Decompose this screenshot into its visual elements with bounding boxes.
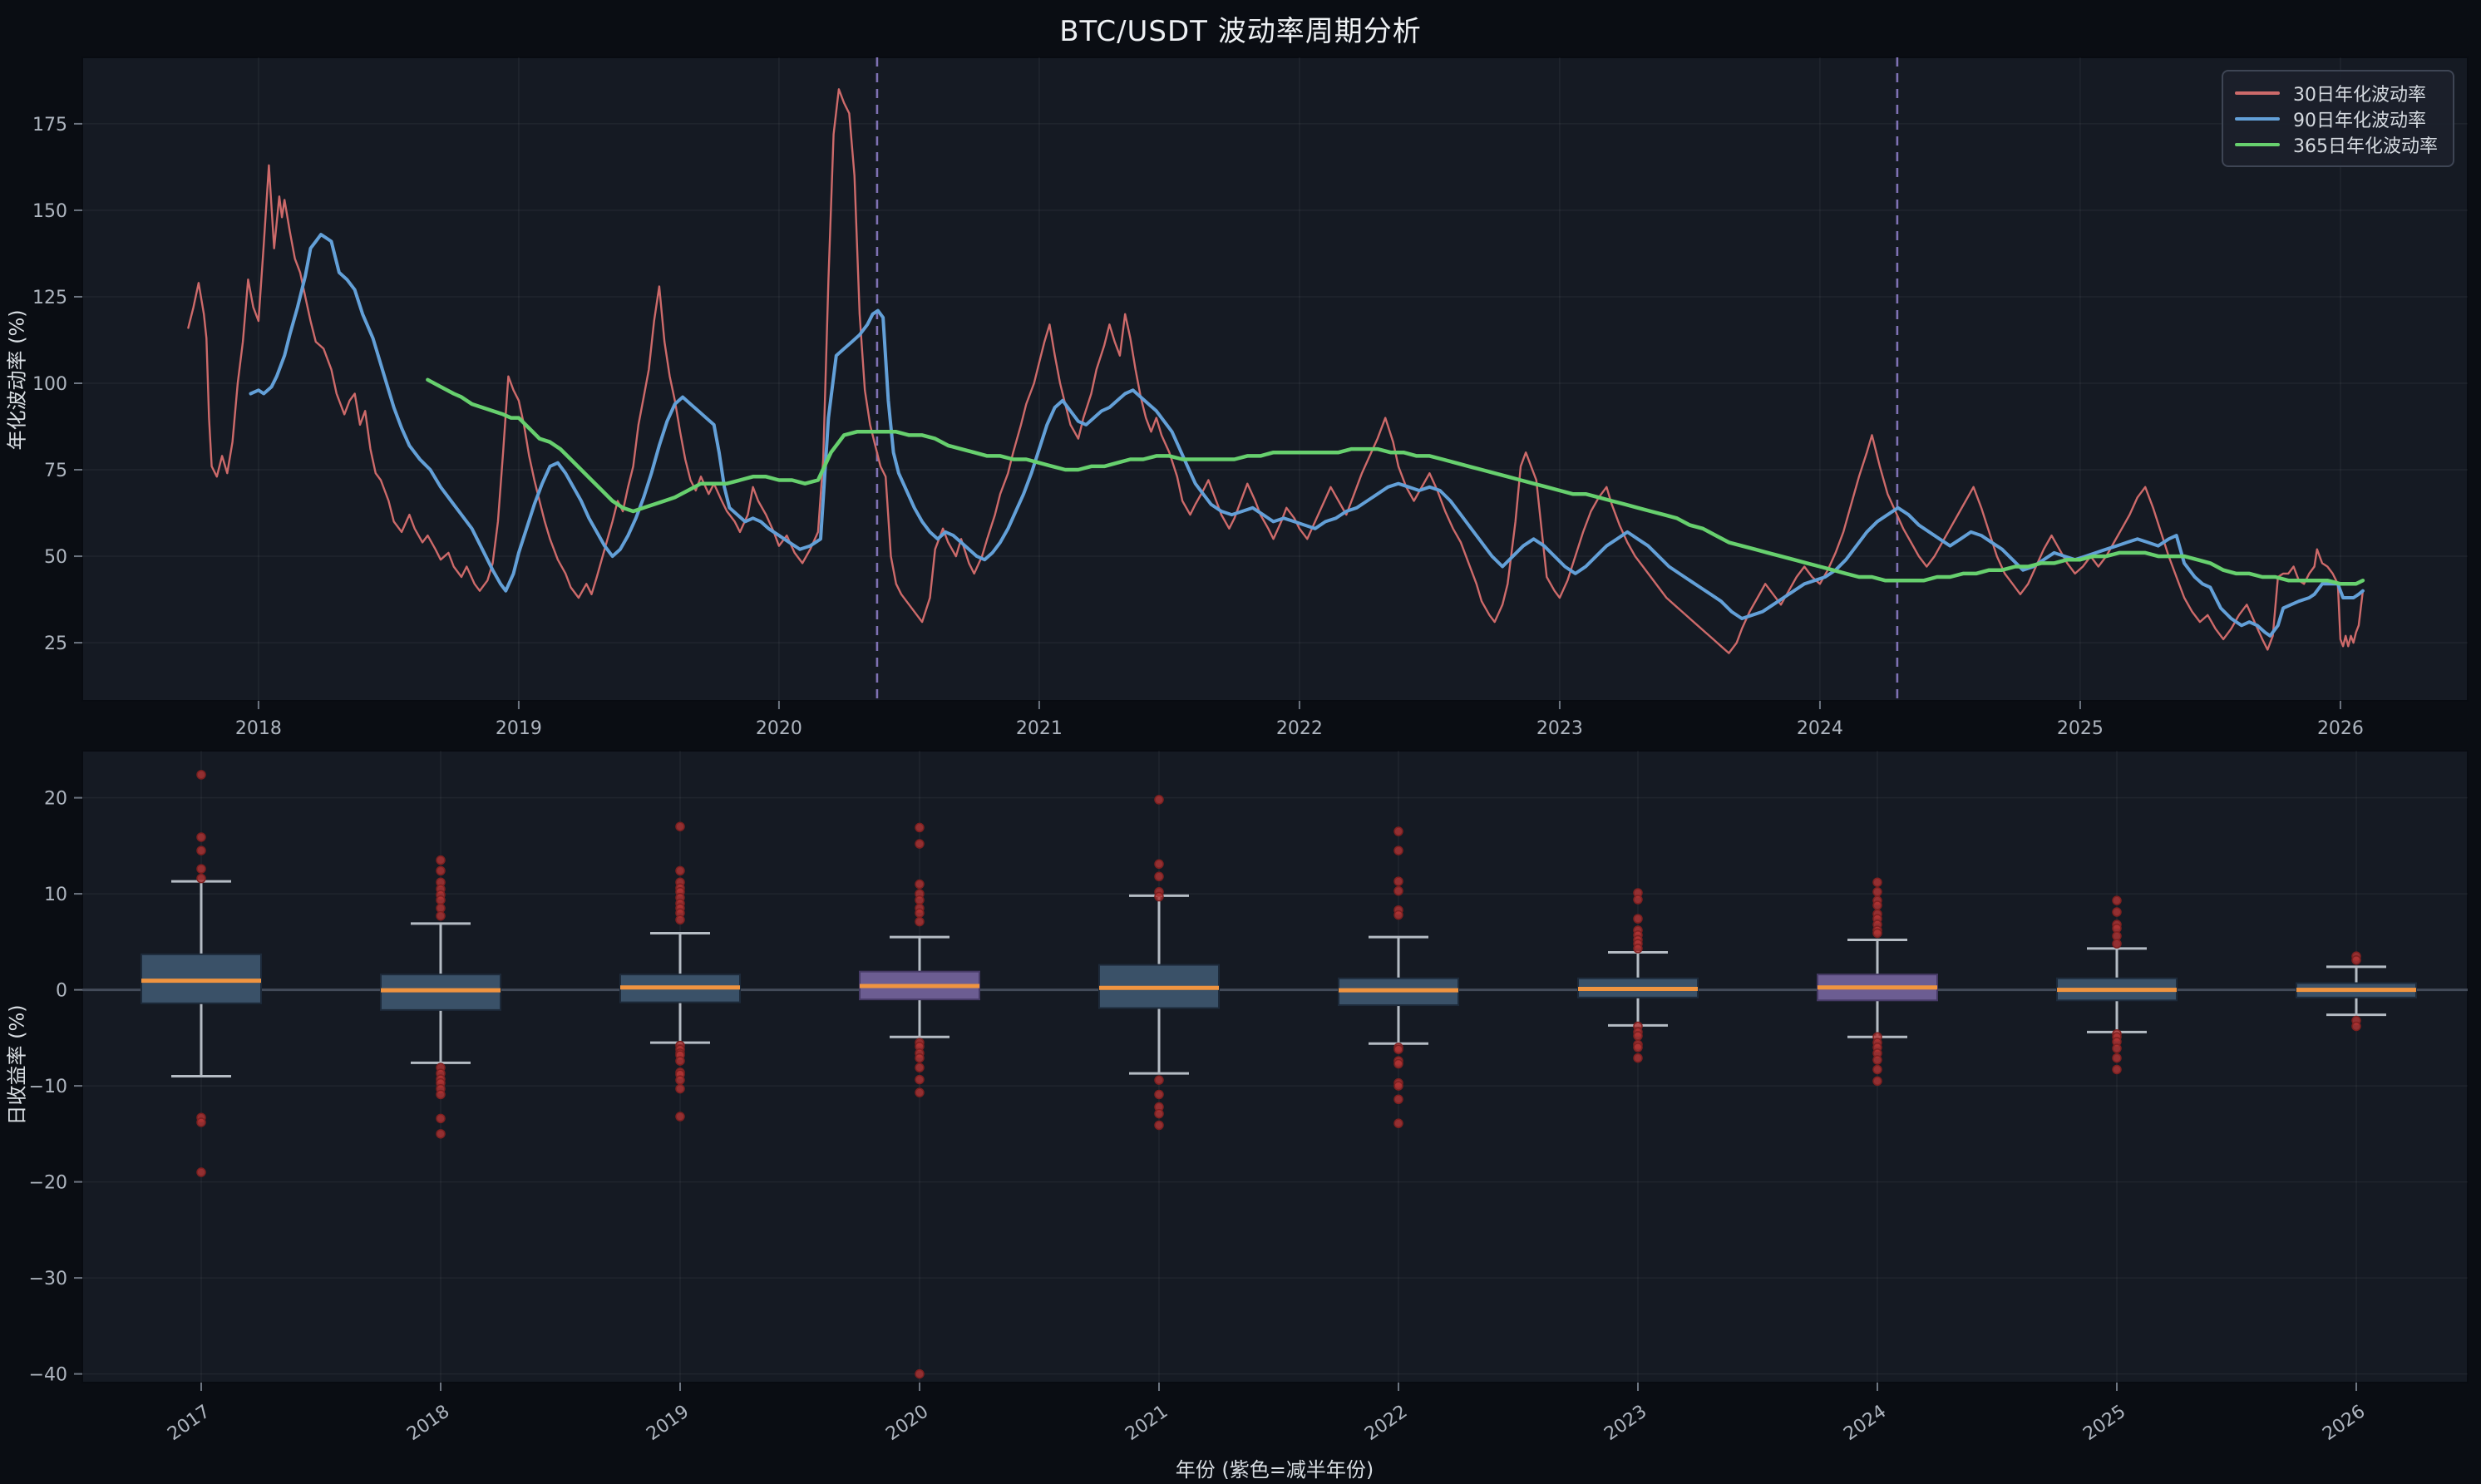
svg-text:175: 175 (32, 115, 67, 136)
series-line-0 (187, 88, 2365, 654)
svg-text:25: 25 (44, 634, 67, 654)
boxplot-2019 (619, 821, 741, 1122)
legend-label-1: 90日年化波动率 (2293, 110, 2426, 131)
svg-text:2024: 2024 (1840, 1401, 1890, 1445)
svg-text:10: 10 (44, 885, 67, 905)
boxplot-2021 (1098, 795, 1220, 1131)
svg-text:2021: 2021 (1016, 718, 1063, 739)
svg-text:20: 20 (44, 789, 67, 810)
svg-text:2026: 2026 (2319, 1401, 2369, 1445)
boxplot-2018 (380, 855, 501, 1139)
svg-text:2023: 2023 (1536, 718, 1583, 739)
svg-text:2019: 2019 (496, 718, 542, 739)
legend: 30日年化波动率 90日年化波动率 365日年化波动率 (2222, 70, 2454, 167)
svg-text:2025: 2025 (2079, 1401, 2129, 1445)
svg-text:2018: 2018 (235, 718, 282, 739)
legend-item-0: 30日年化波动率 (2235, 80, 2438, 106)
legend-item-2: 365日年化波动率 (2235, 131, 2438, 157)
svg-text:2022: 2022 (1361, 1401, 1411, 1445)
top-grid (82, 57, 2468, 701)
top-axis-ticks: 25 50 75 100 125 150 175 2018 2019 2020 2021 2022 20… (32, 115, 2364, 739)
svg-text:2020: 2020 (882, 1401, 932, 1445)
boxplot-2022 (1338, 826, 1459, 1128)
boxplot-2025 (2056, 895, 2178, 1075)
legend-line-swatch-2 (2235, 142, 2280, 146)
svg-text:50: 50 (44, 547, 67, 568)
svg-text:−40: −40 (29, 1365, 67, 1386)
bottom-plot-area (81, 750, 2469, 1383)
svg-text:75: 75 (44, 461, 67, 481)
legend-item-1: 90日年化波动率 (2235, 106, 2438, 131)
svg-text:2021: 2021 (1122, 1401, 1171, 1445)
svg-text:2022: 2022 (1276, 718, 1323, 739)
boxplot-2023 (1577, 888, 1699, 1063)
svg-text:2025: 2025 (2057, 718, 2104, 739)
svg-text:150: 150 (32, 201, 67, 222)
svg-text:100: 100 (32, 374, 67, 395)
svg-text:0: 0 (56, 981, 67, 1002)
series-line-2 (426, 377, 2365, 586)
boxplot-2024 (1817, 877, 1938, 1087)
legend-label-0: 30日年化波动率 (2293, 84, 2426, 106)
svg-text:125: 125 (32, 288, 67, 308)
legend-label-2: 365日年化波动率 (2293, 136, 2438, 157)
top-y-axis-label: 年化波动率 (%) (5, 309, 29, 451)
figure-title: BTC/USDT 波动率周期分析 (1059, 15, 1422, 48)
legend-line-swatch-1 (2235, 116, 2280, 121)
svg-text:−10: −10 (29, 1077, 67, 1097)
svg-text:2019: 2019 (643, 1401, 693, 1445)
boxplot-2020 (859, 822, 980, 1379)
svg-text:2017: 2017 (164, 1401, 214, 1445)
top-plot-area (81, 57, 2469, 702)
svg-text:2026: 2026 (2317, 718, 2364, 739)
legend-line-swatch-0 (2235, 91, 2280, 95)
svg-text:−30: −30 (29, 1269, 67, 1289)
bottom-x-axis-label: 年份 (紫色=减半年份) (1175, 1458, 1374, 1482)
bottom-y-axis-label: 日收益率 (%) (5, 1004, 29, 1126)
boxplot-2017 (141, 770, 262, 1177)
svg-text:2018: 2018 (403, 1401, 453, 1445)
halving-date-lines (876, 57, 1899, 701)
boxplot-2026 (2296, 951, 2417, 1032)
svg-text:2020: 2020 (756, 718, 802, 739)
svg-text:2023: 2023 (1601, 1401, 1650, 1445)
svg-text:2024: 2024 (1797, 718, 1843, 739)
svg-text:−20: −20 (29, 1173, 67, 1194)
